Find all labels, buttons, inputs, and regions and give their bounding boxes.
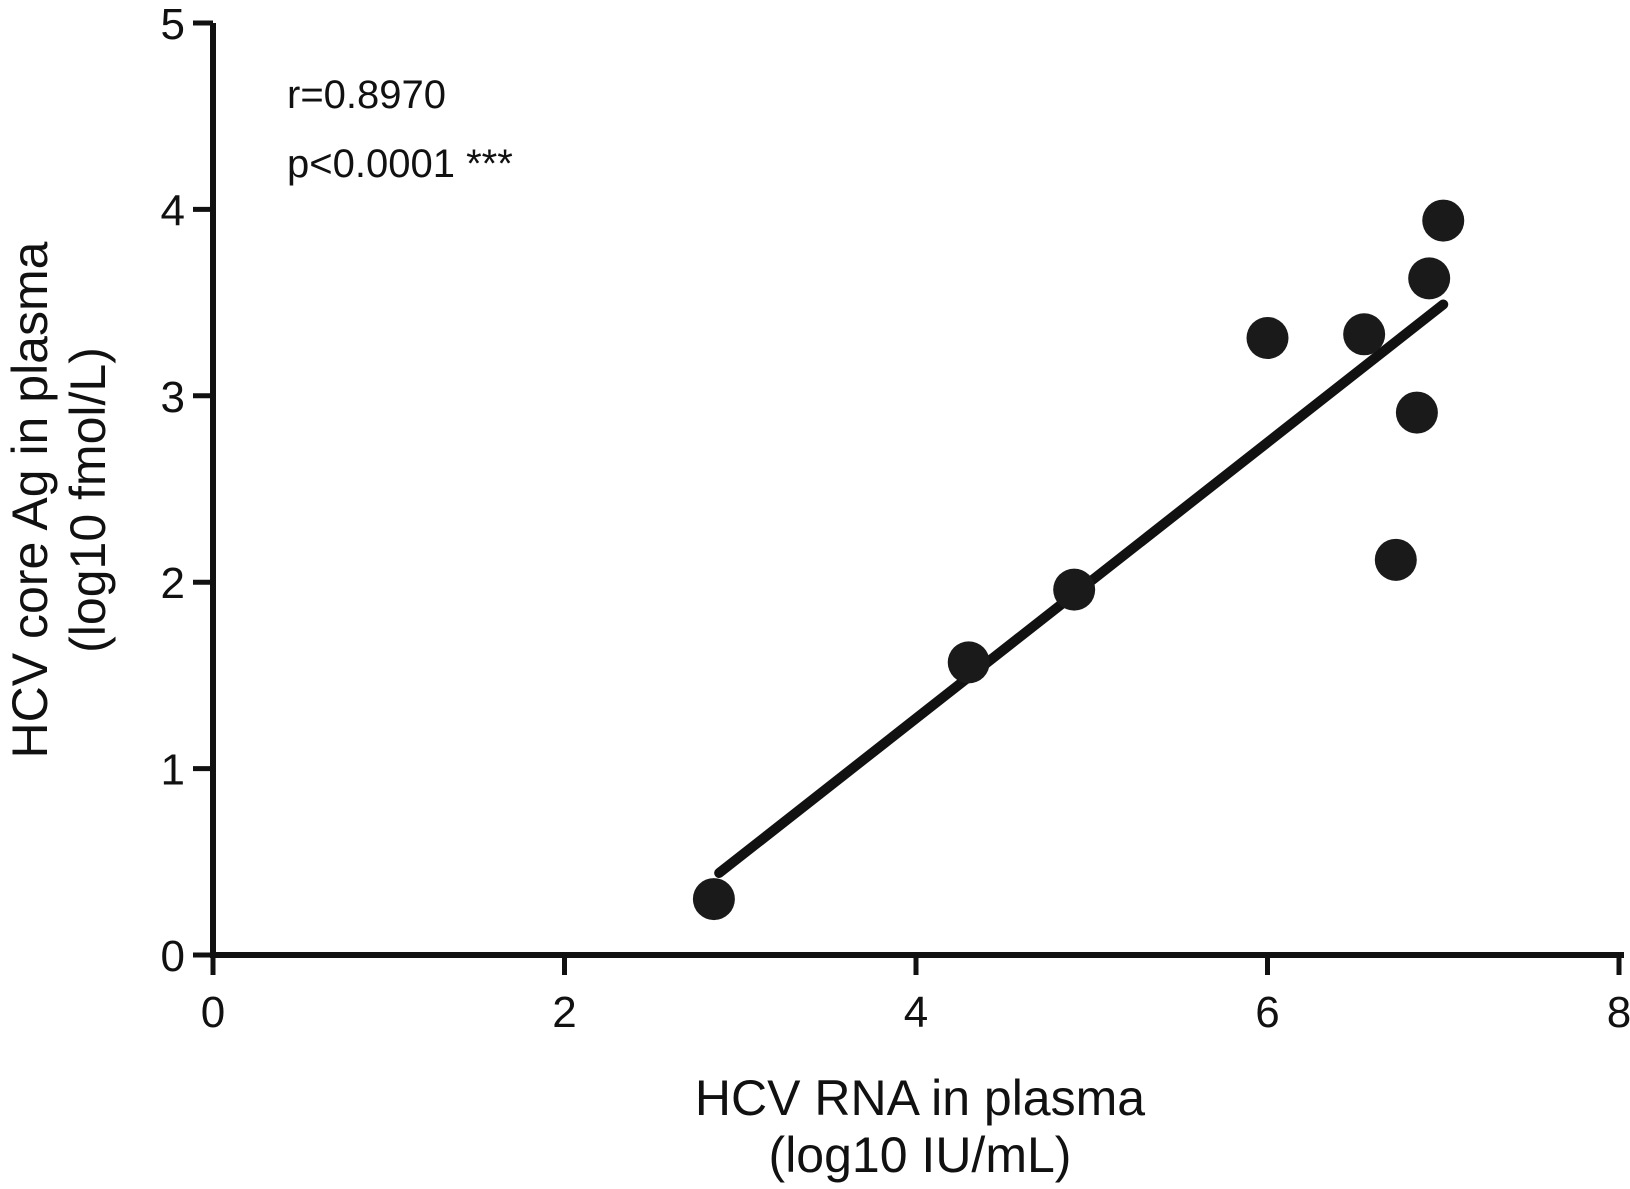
y-tick-label: 5 [161,0,185,49]
y-axis-title-line1: HCV core Ag in plasma [2,241,58,758]
data-points-layer [692,199,1465,921]
data-point [1053,568,1096,611]
data-point [692,878,735,921]
x-axis-title-line2: (log10 IU/mL) [769,1127,1072,1183]
data-point [1422,199,1465,242]
data-point [1408,257,1451,300]
x-axis-title-line1: HCV RNA in plasma [695,1070,1145,1126]
y-tick-label: 1 [161,746,185,795]
y-axis-title-line2: (log10 fmol/L) [60,347,116,653]
x-tick-label: 8 [1607,988,1630,1037]
data-point [1343,313,1386,356]
y-tick-label: 4 [161,186,185,235]
annotation-p-value: p<0.0001 *** [287,142,513,186]
x-tick-label: 0 [201,988,225,1037]
annotation-r-value: r=0.8970 [287,73,446,117]
x-tick-label: 4 [904,988,928,1037]
y-tick-label: 2 [161,559,185,608]
data-point [1395,391,1438,434]
x-tick-label: 2 [552,988,576,1037]
x-tick-label: 6 [1255,988,1279,1037]
y-tick-label: 3 [161,373,185,422]
y-tick-label: 0 [161,932,185,981]
axes: 0 2 4 6 8 0 1 2 3 4 5 [161,0,1630,1037]
data-point [947,641,990,684]
data-point [1246,317,1289,360]
data-point [1374,538,1417,581]
